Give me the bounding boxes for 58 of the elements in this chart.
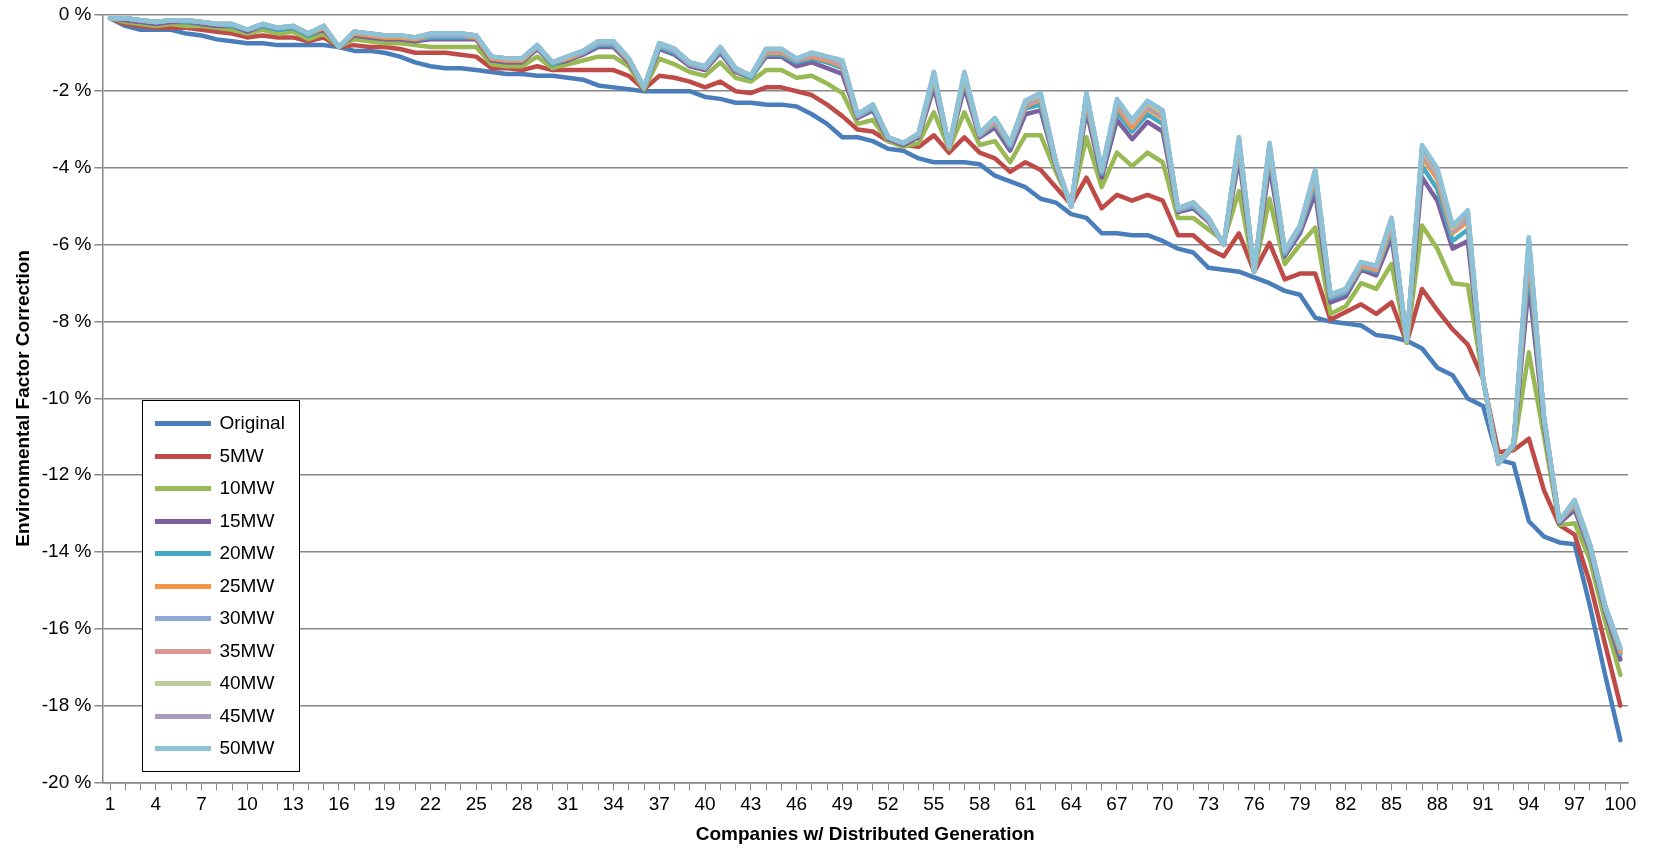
x-tick-label: 49	[831, 793, 853, 815]
y-tick-label: 0 %	[58, 2, 92, 24]
x-tick-label: 31	[557, 793, 579, 815]
x-tick-label: 79	[1289, 793, 1311, 815]
y-tick-label: -10 %	[41, 386, 92, 408]
x-tick-label: 7	[196, 793, 207, 815]
x-tick-label: 1	[104, 793, 116, 815]
x-tick-label: 64	[1060, 793, 1083, 815]
y-tick-label: -6 %	[52, 233, 92, 255]
x-axis-title: Companies w/ Distributed Generation	[695, 822, 1035, 844]
legend-label: 35MW	[219, 638, 275, 663]
x-tick-label: 13	[282, 793, 304, 815]
y-tick-label: -8 %	[52, 309, 92, 331]
y-tick-label: -14 %	[41, 540, 92, 562]
x-tick-label: 61	[1014, 793, 1036, 815]
x-tick-label: 58	[969, 793, 991, 815]
x-tick-label: 97	[1564, 793, 1586, 815]
y-tick-label: -4 %	[52, 156, 92, 178]
y-tick-label: -12 %	[41, 463, 92, 485]
legend-label: 20MW	[219, 541, 275, 566]
x-tick-label: 67	[1106, 793, 1128, 815]
legend-label: Original	[219, 411, 285, 436]
x-tick-label: 73	[1197, 793, 1220, 815]
x-tick-label: 22	[419, 793, 441, 815]
x-tick-label: 28	[511, 793, 533, 815]
x-tick-label: 25	[465, 793, 487, 815]
x-tick-label: 70	[1152, 793, 1174, 815]
y-axis-title: Environmental Factor Correction	[11, 250, 33, 547]
legend-label: 25MW	[219, 573, 275, 598]
y-tick-label: -20 %	[41, 770, 92, 792]
y-tick-label: -2 %	[52, 79, 92, 101]
y-tick-label: -18 %	[41, 693, 92, 715]
legend-label: 45MW	[219, 703, 275, 728]
x-tick-label: 34	[602, 793, 625, 815]
legend-label: 15MW	[219, 508, 275, 533]
x-tick-label: 19	[374, 793, 396, 815]
x-tick-label: 52	[877, 793, 899, 815]
x-tick-label: 43	[740, 793, 762, 815]
x-tick-label: 88	[1426, 793, 1448, 815]
legend-label: 40MW	[219, 671, 275, 696]
legend-label: 30MW	[219, 606, 275, 631]
x-tick-label: 10	[236, 793, 258, 815]
x-tick-label: 55	[923, 793, 945, 815]
x-tick-label: 16	[328, 793, 350, 815]
x-tick-label: 100	[1604, 793, 1637, 815]
x-tick-label: 82	[1335, 793, 1357, 815]
x-tick-label: 4	[150, 793, 162, 815]
x-tick-label: 40	[694, 793, 716, 815]
x-tick-label: 46	[786, 793, 808, 815]
x-tick-label: 37	[648, 793, 670, 815]
x-tick-label: 76	[1243, 793, 1265, 815]
x-tick-label: 91	[1472, 793, 1494, 815]
x-tick-label: 85	[1380, 793, 1403, 815]
legend-label: 5MW	[219, 443, 264, 468]
x-tick-label: 94	[1518, 793, 1540, 815]
legend-label: 50MW	[219, 736, 275, 761]
legend-label: 10MW	[219, 476, 275, 501]
y-tick-label: -16 %	[41, 617, 92, 639]
